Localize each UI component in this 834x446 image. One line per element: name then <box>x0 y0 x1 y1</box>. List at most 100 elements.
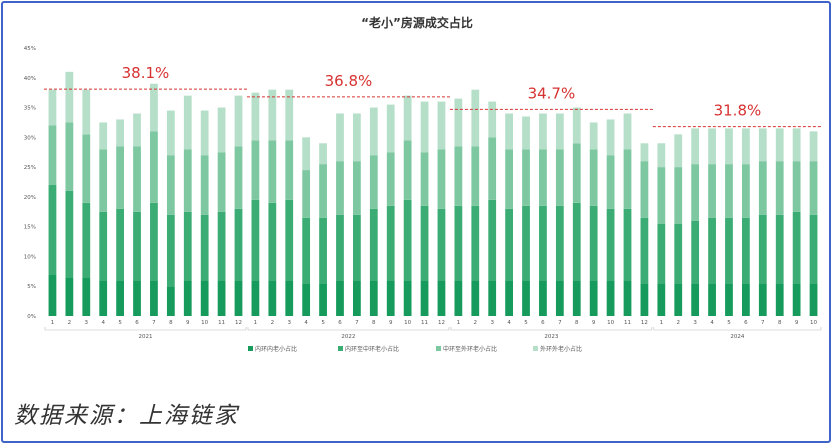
bar-segment <box>200 110 209 156</box>
bar-segment <box>471 280 480 316</box>
bar-segment <box>386 205 395 281</box>
bar-segment <box>200 280 209 316</box>
year-label: 2024 <box>730 334 744 340</box>
bar-segment <box>150 131 158 203</box>
bar-segment <box>640 161 649 218</box>
bar-segment <box>285 89 294 141</box>
x-tick-label: 10 <box>607 320 614 326</box>
bar-segment <box>420 280 429 316</box>
legend-swatch <box>338 346 343 351</box>
bar-segment <box>133 113 141 147</box>
y-tick-label: 10% <box>24 254 36 260</box>
x-tick-label: 2 <box>474 320 478 326</box>
bar-segment <box>657 223 666 284</box>
x-tick-label: 4 <box>710 320 714 326</box>
bar-segment <box>555 205 564 281</box>
x-tick-label: 10 <box>810 320 817 326</box>
bar-segment <box>48 89 57 126</box>
bar-segment <box>116 208 124 281</box>
bar-segment <box>708 217 716 284</box>
bar-segment <box>640 217 649 284</box>
bar-segment <box>48 274 57 316</box>
x-tick-label: 7 <box>558 320 562 326</box>
bar-segment <box>285 199 294 281</box>
bar-segment <box>369 107 378 156</box>
bar-segment <box>99 149 108 212</box>
bar-segment <box>336 280 344 316</box>
bar-segment <box>99 211 108 281</box>
bar-segment <box>234 208 243 281</box>
bar-segment <box>725 128 733 165</box>
x-tick-label: 10 <box>404 320 411 326</box>
bar-segment <box>116 119 124 147</box>
bar-segment <box>522 280 530 316</box>
bar-segment <box>116 280 124 316</box>
bar-segment <box>674 223 683 284</box>
bar-segment <box>336 113 344 162</box>
bar-segment <box>420 205 429 281</box>
bar-segment <box>623 208 632 281</box>
bar-segment <box>454 280 463 316</box>
bar-segment <box>150 202 158 281</box>
bar-segment <box>555 113 564 150</box>
x-tick-label: 4 <box>101 320 105 326</box>
x-tick-label: 5 <box>321 320 325 326</box>
bar-segment <box>623 113 632 150</box>
bar-segment <box>505 208 513 281</box>
x-tick-label: 3 <box>693 320 697 326</box>
bar-segment <box>336 161 344 215</box>
bar-segment <box>539 149 547 206</box>
bar-segment <box>589 122 598 150</box>
bar-segment <box>589 205 598 281</box>
bar-segment <box>285 280 294 316</box>
year-label: 2023 <box>544 334 558 340</box>
chart-title: “老小”房源成交占比 <box>361 15 473 30</box>
bar-segment <box>251 92 260 141</box>
x-tick-label: 2 <box>68 320 72 326</box>
y-tick-label: 25% <box>24 165 36 171</box>
x-tick-label: 1 <box>254 320 258 326</box>
bar-segment <box>268 202 277 281</box>
bar-segment <box>522 205 530 281</box>
bar-segment <box>792 161 801 212</box>
x-tick-label: 9 <box>389 320 393 326</box>
bar-segment <box>572 280 581 316</box>
x-tick-label: 5 <box>727 320 731 326</box>
bar-segment <box>403 95 412 141</box>
bar-segment <box>488 137 497 200</box>
bar-segment <box>268 140 277 203</box>
bar-segment <box>319 164 327 218</box>
bar-segment <box>505 113 513 150</box>
bar-segment <box>353 280 361 316</box>
bar-segment <box>809 161 818 215</box>
bar-segment <box>589 149 598 206</box>
bar-segment <box>116 146 124 209</box>
x-tick-label: 11 <box>624 320 631 326</box>
bar-segment <box>623 149 632 209</box>
bar-segment <box>183 211 192 281</box>
average-label: 34.7% <box>528 84 576 102</box>
y-tick-label: 40% <box>24 76 36 82</box>
average-label: 38.1% <box>122 64 170 82</box>
bar-segment <box>82 134 91 203</box>
bar-segment <box>606 119 615 156</box>
bar-segment <box>792 128 801 162</box>
y-tick-label: 5% <box>27 284 36 290</box>
bar-segment <box>708 283 716 316</box>
bar-segment <box>775 283 784 316</box>
legend-label: 外环外老小占比 <box>540 345 582 353</box>
x-tick-label: 6 <box>135 320 139 326</box>
bar-segment <box>539 280 547 316</box>
legend-swatch <box>436 346 441 351</box>
bar-segment <box>251 280 260 316</box>
x-tick-label: 2 <box>676 320 680 326</box>
x-tick-label: 11 <box>421 320 428 326</box>
bar-segment <box>369 208 378 281</box>
average-label: 36.8% <box>325 72 373 90</box>
bar-segment <box>302 217 311 284</box>
x-tick-label: 6 <box>744 320 748 326</box>
x-tick-label: 12 <box>235 320 242 326</box>
x-tick-label: 5 <box>524 320 528 326</box>
bar-segment <box>725 217 733 284</box>
x-tick-label: 11 <box>218 320 225 326</box>
